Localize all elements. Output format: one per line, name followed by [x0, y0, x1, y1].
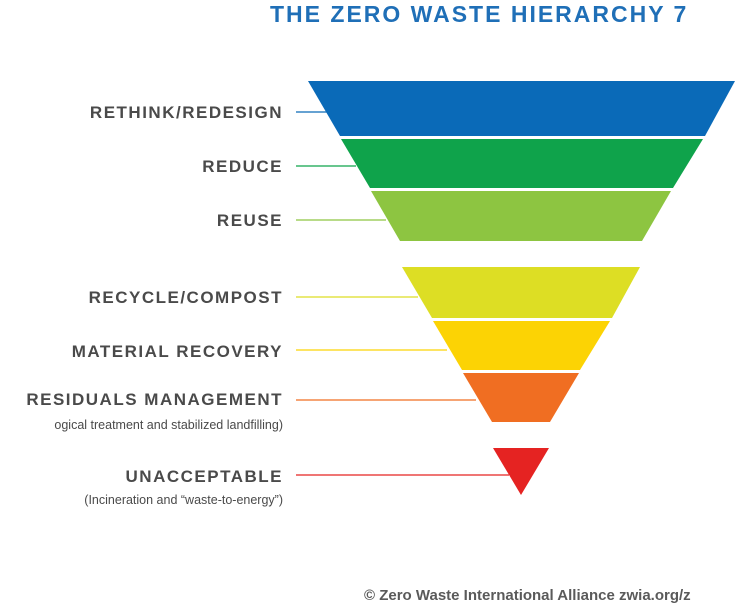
residuals-management-subtitle: ogical treatment and stabilized landfill…	[54, 418, 283, 432]
material-recovery-label: MATERIAL RECOVERY	[72, 342, 283, 361]
residuals-management-label: RESIDUALS MANAGEMENT	[26, 390, 283, 409]
reduce-label: REDUCE	[202, 157, 283, 176]
unacceptable-tier	[493, 448, 549, 495]
copyright-credit: © Zero Waste International Alliance zwia…	[364, 587, 691, 604]
recycle-compost-label: RECYCLE/COMPOST	[89, 288, 283, 307]
material-recovery-tier	[433, 321, 610, 370]
recycle-compost-tier	[402, 267, 640, 318]
reduce-tier	[341, 139, 703, 188]
residuals-management-tier	[463, 373, 579, 422]
diagram-title: THE ZERO WASTE HIERARCHY 7	[270, 1, 688, 27]
reuse-tier	[371, 191, 671, 241]
unacceptable-subtitle: (Incineration and “waste-to-energy”)	[84, 493, 283, 507]
rethink-redesign-label: RETHINK/REDESIGN	[90, 103, 283, 122]
rethink-redesign-tier	[308, 81, 735, 136]
unacceptable-label: UNACCEPTABLE	[126, 467, 283, 486]
reuse-label: REUSE	[217, 211, 283, 230]
